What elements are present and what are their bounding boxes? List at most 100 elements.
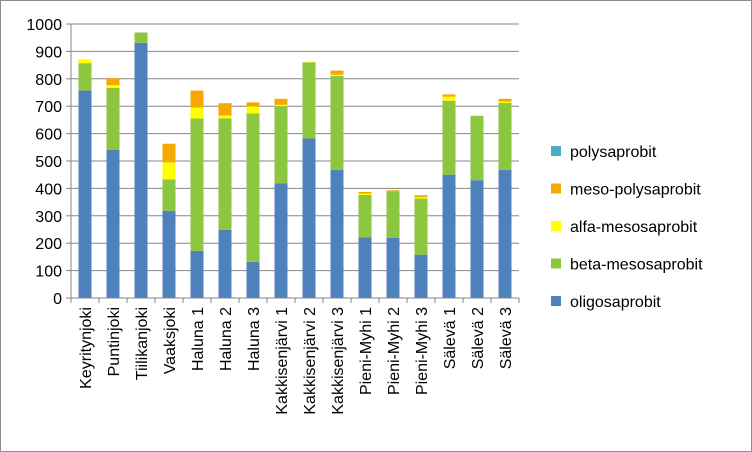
bar-kakkisenjärvi-3-meso-polysaprobit [330,70,344,75]
bar-kakkisenjärvi-1-alfa-mesosaprobit [274,104,288,107]
y-tick-label-300: 300 [35,209,62,226]
bar-kakkisenjärvi-2-alfa-mesosaprobit [302,61,316,63]
legend-swatch-oligosaprobit [551,296,561,306]
bar-haluna-3-oligosaprobit [246,261,260,298]
bar-kakkisenjärvi-3-oligosaprobit [330,170,344,298]
bar-haluna-1-beta-mesosaprobit [190,118,204,251]
legend-label-polysaprobit: polysaprobit [570,144,657,161]
bar-puntinjoki-alfa-mesosaprobit [106,85,120,88]
bar-kakkisenjärvi-1-meso-polysaprobit [274,98,288,105]
legend-swatch-polysaprobit [551,146,561,156]
bar-sälevä-3-alfa-mesosaprobit [498,101,512,103]
bar-pieni-myhi-2-beta-mesosaprobit [386,191,400,238]
bar-puntinjoki-meso-polysaprobit [106,78,120,86]
x-tick-label-sälevä-3: Sälevä 3 [498,307,515,369]
bar-pieni-myhi-1-beta-mesosaprobit [358,194,372,238]
bar-haluna-2-oligosaprobit [218,229,232,298]
bar-haluna-3-meso-polysaprobit [246,102,260,107]
bar-keyritynjoki-alfa-mesosaprobit [78,59,92,64]
y-tick-label-700: 700 [35,99,62,116]
x-tick-label-vaaksjoki: Vaaksjoki [162,307,179,374]
bar-haluna-2-beta-mesosaprobit [218,118,232,230]
bar-haluna-1-meso-polysaprobit [190,90,204,108]
y-tick-label-0: 0 [53,291,62,308]
bars [78,32,512,298]
bar-sälevä-2-oligosaprobit [470,180,484,298]
bar-haluna-1-alfa-mesosaprobit [190,107,204,119]
bar-haluna-3-alfa-mesosaprobit [246,106,260,114]
x-tick-label-pieni-myhi-2: Pieni-Myhi 2 [386,307,403,395]
bar-sälevä-1-alfa-mesosaprobit [442,96,456,101]
bar-puntinjoki-oligosaprobit [106,149,120,298]
x-tick-label-keyritynjoki: Keyritynjoki [78,307,95,389]
bar-haluna-2-alfa-mesosaprobit [218,115,232,119]
bar-pieni-myhi-3-alfa-mesosaprobit [414,197,428,199]
legend-label-oligosaprobit: oligosaprobit [570,294,661,311]
x-tick-label-kakkisenjärvi-2: Kakkisenjärvi 2 [302,307,319,415]
x-tick-label-kakkisenjärvi-3: Kakkisenjärvi 3 [330,307,347,415]
legend-label-beta-mesosaprobit: beta-mesosaprobit [570,257,703,274]
bar-keyritynjoki-beta-mesosaprobit [78,63,92,91]
bar-vaaksjoki-meso-polysaprobit [162,143,176,163]
bar-kakkisenjärvi-3-alfa-mesosaprobit [330,74,344,77]
bar-pieni-myhi-1-oligosaprobit [358,237,372,298]
bar-pieni-myhi-2-oligosaprobit [386,237,400,298]
bar-haluna-2-meso-polysaprobit [218,103,232,116]
y-tick-labels: 0 100 200 300 400 500 600 700 800 900 1000 [26,17,62,308]
bar-pieni-myhi-3-beta-mesosaprobit [414,198,428,255]
y-tick-label-900: 900 [35,44,62,61]
bar-kakkisenjärvi-3-beta-mesosaprobit [330,76,344,171]
bar-tiilikanjoki-oligosaprobit [134,42,148,298]
x-tick-label-haluna-1: Haluna 1 [190,307,207,371]
bar-tiilikanjoki-beta-mesosaprobit [134,32,148,43]
x-tick-label-sälevä-1: Sälevä 1 [442,307,459,369]
y-tick-label-500: 500 [35,154,62,171]
y-tick-label-100: 100 [35,264,62,281]
bar-kakkisenjärvi-1-beta-mesosaprobit [274,106,288,184]
bar-puntinjoki-beta-mesosaprobit [106,87,120,150]
axes [66,23,520,303]
x-tick-label-puntinjoki: Puntinjoki [106,307,123,376]
bar-sälevä-3-meso-polysaprobit [498,98,512,102]
bar-vaaksjoki-beta-mesosaprobit [162,179,176,211]
bar-pieni-myhi-3-oligosaprobit [414,254,428,298]
bar-haluna-1-oligosaprobit [190,250,204,298]
y-tick-label-400: 400 [35,181,62,198]
bar-sälevä-1-meso-polysaprobit [442,94,456,97]
legend-swatch-beta-mesosaprobit [551,258,561,269]
x-tick-label-pieni-myhi-3: Pieni-Myhi 3 [414,307,431,395]
bar-pieni-myhi-1-meso-polysaprobit [358,191,372,194]
y-tick-label-1000: 1000 [26,17,62,34]
bar-keyritynjoki-oligosaprobit [78,90,92,298]
bar-kakkisenjärvi-1-oligosaprobit [274,183,288,298]
bar-sälevä-2-beta-mesosaprobit [470,115,484,181]
legend-label-alfa-mesosaprobit: alfa-mesosaprobit [570,219,698,236]
legend-swatch-alfa-mesosaprobit [551,221,561,231]
x-tick-label-haluna-3: Haluna 3 [246,307,263,371]
x-tick-label-haluna-2: Haluna 2 [218,307,235,371]
y-tick-label-600: 600 [35,127,62,144]
x-tick-label-kakkisenjärvi-1: Kakkisenjärvi 1 [274,307,291,415]
bar-kakkisenjärvi-2-oligosaprobit [302,138,316,298]
bar-pieni-myhi-3-meso-polysaprobit [414,195,428,198]
legend: polysaprobit meso-polysaprobit alfa-mesosa… [551,144,703,311]
bar-pieni-myhi-2-meso-polysaprobit [386,190,400,192]
bar-sälevä-3-oligosaprobit [498,170,512,298]
y-tick-label-200: 200 [35,236,62,253]
x-tick-labels: Keyritynjoki Puntinjoki Tiilikanjoki Vaaksj… [78,307,515,415]
legend-swatch-meso-polysaprobit [551,183,561,194]
bar-haluna-3-beta-mesosaprobit [246,113,260,262]
bar-sälevä-1-oligosaprobit [442,174,456,298]
x-tick-label-pieni-myhi-1: Pieni-Myhi 1 [358,307,375,395]
bar-sälevä-3-beta-mesosaprobit [498,102,512,171]
bar-vaaksjoki-oligosaprobit [162,210,176,298]
legend-label-meso-polysaprobit: meso-polysaprobit [570,182,701,199]
x-tick-label-tiilikanjoki: Tiilikanjoki [134,307,151,380]
bar-kakkisenjärvi-2-beta-mesosaprobit [302,62,316,139]
bar-pieni-myhi-1-alfa-mesosaprobit [358,193,372,195]
y-tick-label-800: 800 [35,72,62,89]
x-tick-label-sälevä-2: Sälevä 2 [470,307,487,369]
bar-sälevä-1-beta-mesosaprobit [442,100,456,175]
